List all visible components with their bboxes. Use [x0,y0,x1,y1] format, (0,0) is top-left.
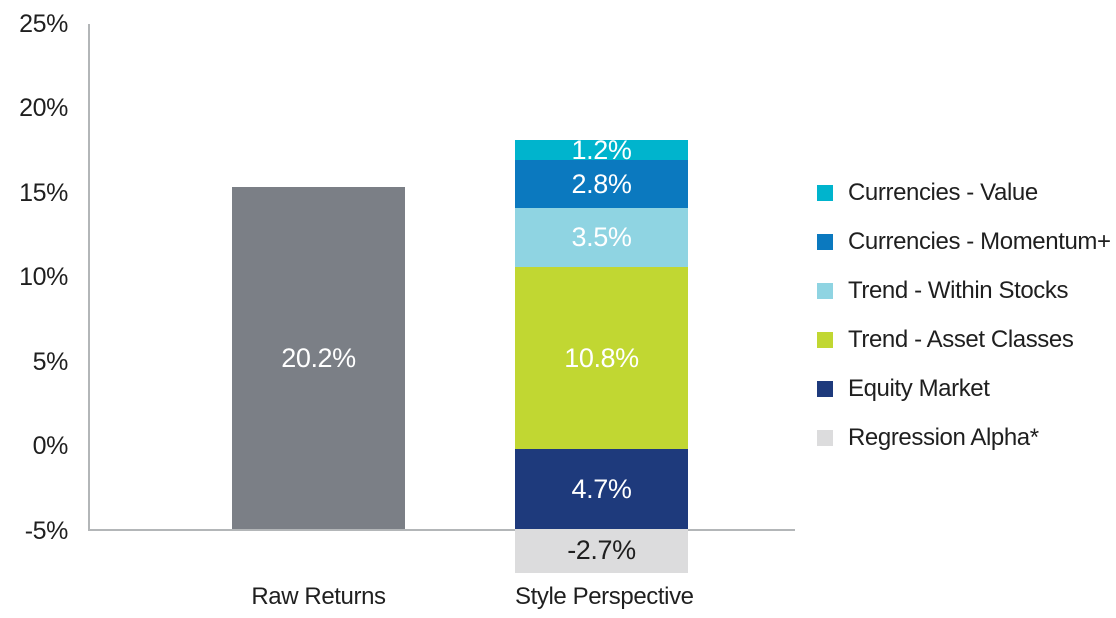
x-axis-line [88,528,795,531]
y-tick-label-10: 10% [19,263,68,291]
legend-item-trend-asset-classes: Trend - Asset Classes [817,315,1111,364]
legend-item-currencies-momentum: Currencies - Momentum+ [817,217,1111,266]
y-tick-label-5: 5% [32,347,69,376]
y-tick-label--5: -5% [24,516,69,545]
bar-segment-trend-within-stocks: 3.5% [515,207,688,267]
legend-item-equity-market: Equity Market [817,364,1111,413]
legend-swatch-currencies-value [817,184,833,201]
legend-item-currencies-value: Currencies - Value [817,168,1111,217]
legend-label-regression-alpha: Regression Alpha* [848,423,1039,451]
segment-value-label-currencies-momentum: 2.8% [571,168,632,199]
legend-swatch-trend-asset-classes [817,331,833,348]
bar-segment-currencies-value: 1.2% [515,136,688,163]
y-axis-line [88,23,90,529]
segment-value-label-equity-market: 4.7% [571,473,632,504]
segment-value-label-currencies-value: 1.2% [571,134,632,165]
category-label-style-perspective: Style Perspective [515,583,694,610]
legend-label-currencies-momentum: Currencies - Momentum+ [848,227,1111,255]
bar-segment-raw-returns: 20.2% [232,187,405,529]
segment-value-label-regression-alpha: -2.7% [567,535,636,566]
bar-segment-trend-asset-classes: 10.8% [515,266,688,450]
segment-value-label-raw-returns: 20.2% [281,342,356,373]
y-tick-label-0: 0% [32,432,69,460]
legend-label-trend-within-stocks: Trend - Within Stocks [848,276,1069,304]
legend-swatch-regression-alpha [817,429,833,446]
legend-swatch-currencies-momentum [817,233,833,250]
bar-segment-currencies-momentum: 2.8% [515,160,688,208]
y-tick-label-20: 20% [19,94,68,122]
bar-segment-regression-alpha: -2.7% [515,528,688,573]
legend: Currencies - Value Currencies - Momentum+… [817,168,1111,462]
legend-label-equity-market: Equity Market [848,374,990,402]
segment-value-label-trend-within-stocks: 3.5% [571,221,632,252]
y-tick-label-25: 25% [19,9,68,38]
y-tick-label-15: 15% [19,178,68,207]
legend-label-trend-asset-classes: Trend - Asset Classes [848,325,1074,353]
category-label-raw-returns: Raw Returns [251,583,386,610]
legend-item-regression-alpha: Regression Alpha* [817,413,1111,462]
segment-value-label-trend-asset-classes: 10.8% [564,342,639,373]
legend-swatch-equity-market [817,380,833,397]
bar-segment-equity-market: 4.7% [515,449,688,529]
legend-label-currencies-value: Currencies - Value [848,178,1038,206]
legend-item-trend-within-stocks: Trend - Within Stocks [817,266,1111,315]
legend-swatch-trend-within-stocks [817,282,833,299]
